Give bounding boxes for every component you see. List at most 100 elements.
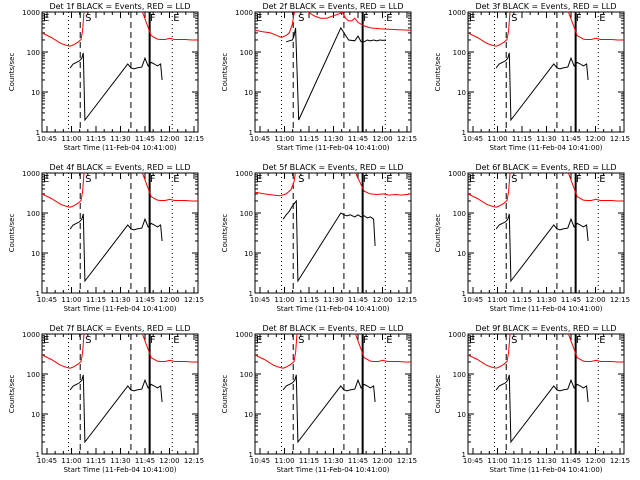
x-tick-label: 11:00 [61,135,81,143]
marker-annotation: S [85,174,91,185]
marker-annotation: E [469,13,475,24]
x-tick-label: 12:15 [397,457,417,465]
x-tick-label: 12:15 [184,457,204,465]
x-tick-label: 11:00 [487,457,507,465]
y-axis-label: Counts/sec [8,53,16,92]
x-tick-label: 11:00 [274,457,294,465]
y-tick-label: 1 [462,451,466,459]
y-axis-label: Counts/sec [8,214,16,253]
x-tick-label: 12:00 [585,457,605,465]
y-axis-label: Counts/sec [434,214,442,253]
y-tick-label: 100 [240,49,253,57]
x-tick-label: 11:45 [135,457,155,465]
x-axis-label: Start Time (11-Feb-04 10:41:00) [489,305,602,313]
y-tick-label: 1 [462,129,466,137]
chart-panel-9: Det 9f BLACK = Events, RED = LLD 1 10 100 10… [434,324,630,474]
series-line-events-black [495,213,589,283]
x-tick-label: 10:45 [250,296,270,304]
x-tick-label: 11:15 [512,296,532,304]
y-tick-label: 100 [27,49,40,57]
x-tick-label: 12:00 [372,457,392,465]
marker-annotation: F [576,174,582,185]
marker-annotation: E [599,335,605,346]
x-tick-label: 12:15 [184,135,204,143]
y-tick-label: 10 [457,411,466,419]
x-tick-label: 11:30 [536,135,556,143]
marker-annotation: S [511,335,517,346]
chart-panel-3: Det 3f BLACK = Events, RED = LLD 1 10 100 10… [434,2,630,152]
marker-annotation: S [511,174,517,185]
x-tick-label: 11:15 [299,457,319,465]
y-axis-label: Counts/sec [8,375,16,414]
x-axis-label: Start Time (11-Feb-04 10:41:00) [276,466,389,474]
series-line-lld-red [255,12,411,39]
series-line-lld-red [468,173,624,208]
x-tick-label: 12:00 [372,135,392,143]
chart-panel-7: Det 7f BLACK = Events, RED = LLD 1 10 100 10… [8,324,204,474]
x-tick-label: 11:15 [299,135,319,143]
y-tick-label: 10 [31,411,40,419]
x-tick-label: 11:00 [487,296,507,304]
y-tick-label: 100 [453,49,466,57]
x-tick-label: 11:30 [110,135,130,143]
x-axis-label: Start Time (11-Feb-04 10:41:00) [489,144,602,152]
marker-annotation: S [85,335,91,346]
x-tick-label: 11:15 [512,457,532,465]
x-tick-label: 11:30 [323,296,343,304]
series-line-events-black [69,213,163,283]
x-axis-label: Start Time (11-Feb-04 10:41:00) [63,466,176,474]
x-axis-label: Start Time (11-Feb-04 10:41:00) [276,144,389,152]
y-tick-label: 100 [453,210,466,218]
y-tick-label: 10 [457,250,466,258]
x-axis-label: Start Time (11-Feb-04 10:41:00) [489,466,602,474]
plot-frame [467,11,625,133]
marker-annotation: S [298,335,304,346]
y-tick-label: 1000 [235,170,253,178]
x-tick-label: 12:15 [397,135,417,143]
marker-annotation: E [43,13,49,24]
x-tick-label: 11:30 [536,296,556,304]
y-tick-label: 10 [244,250,253,258]
marker-annotation: E [43,174,49,185]
marker-annotation: F [576,335,582,346]
x-tick-label: 11:45 [135,296,155,304]
chart-title: Det 8f BLACK = Events, RED = LLD [262,324,403,333]
x-tick-label: 12:15 [184,296,204,304]
x-tick-label: 11:45 [561,457,581,465]
x-tick-label: 10:45 [463,457,483,465]
x-tick-label: 11:45 [135,135,155,143]
marker-annotation: E [256,13,262,24]
chart-panel-5: Det 5f BLACK = Events, RED = LLD 1 10 100 10… [221,163,417,313]
x-tick-label: 11:45 [561,296,581,304]
series-line-lld-red [42,173,198,208]
x-tick-label: 11:30 [110,296,130,304]
x-tick-label: 12:00 [159,296,179,304]
y-tick-label: 10 [31,89,40,97]
x-tick-label: 11:15 [512,135,532,143]
x-tick-label: 11:15 [86,296,106,304]
series-line-events-black [69,52,163,122]
marker-annotation: E [256,174,262,185]
x-tick-label: 11:30 [110,457,130,465]
chart-panel-8: Det 8f BLACK = Events, RED = LLD 1 10 100 10… [221,324,417,474]
x-tick-label: 12:00 [585,135,605,143]
x-tick-label: 11:15 [86,135,106,143]
x-tick-label: 11:00 [274,296,294,304]
y-tick-label: 1000 [448,9,466,17]
marker-annotation: E [256,335,262,346]
marker-annotation: F [576,13,582,24]
marker-annotation: E [469,174,475,185]
y-tick-label: 100 [240,371,253,379]
marker-annotation: S [298,174,304,185]
chart-panel-1: Det 1f BLACK = Events, RED = LLD 1 10 100 10… [8,2,204,152]
x-tick-label: 10:45 [463,135,483,143]
marker-annotation: F [150,174,156,185]
marker-annotation: E [386,174,392,185]
y-tick-label: 1000 [448,170,466,178]
plot-frame [254,333,412,455]
x-tick-label: 12:00 [159,457,179,465]
y-tick-label: 10 [457,89,466,97]
chart-title: Det 9f BLACK = Events, RED = LLD [475,324,616,333]
y-tick-label: 100 [240,210,253,218]
